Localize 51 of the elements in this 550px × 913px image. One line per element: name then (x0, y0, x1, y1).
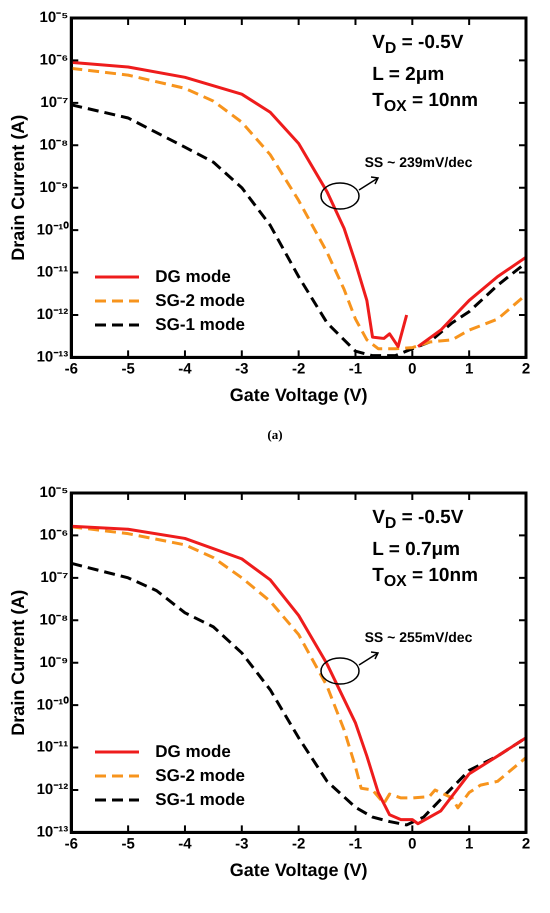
legend-label: SG-2 mode (155, 291, 246, 312)
y-tick-label: 10⁻⁷ (40, 94, 68, 111)
x-tick-label: -3 (235, 360, 248, 378)
annotation: T$_{OX}$ = 10nm (372, 88, 478, 117)
y-tick-label: 10⁻⁸ (40, 611, 68, 628)
annotation: L = 0.7μm (372, 538, 462, 562)
y-tick-label: 10⁻¹¹ (36, 738, 68, 756)
y-tick-label: 10⁻¹⁰ (36, 220, 70, 238)
y-tick-label: 10⁻⁵ (40, 484, 68, 502)
legend-label: SG-2 mode (155, 766, 246, 786)
annotation: L = 2μm (372, 62, 446, 87)
y-tick-label: 10⁻⁹ (39, 178, 68, 196)
x-tick-label: -5 (121, 836, 135, 853)
x-tick-label: -1 (348, 836, 362, 853)
y-tick-label: 10⁻⁹ (39, 654, 68, 671)
y-tick-label: 10⁻⁶ (40, 526, 68, 544)
y-tick-label: 10⁻⁵ (40, 9, 68, 26)
x-tick-label: 0 (408, 360, 416, 378)
x-tick-label: 0 (408, 836, 416, 853)
x-tick-label: -4 (178, 360, 192, 378)
x-tick-label: -4 (178, 836, 192, 853)
y-tick-label: 10⁻¹² (36, 781, 68, 798)
annotation: SS ~ 239mV/dec (364, 154, 472, 170)
x-tick-label: -2 (292, 836, 306, 853)
text: (a) (266, 426, 284, 444)
legend-label: DG mode (155, 742, 231, 762)
annotation: T$_{OX}$ = 10nm (372, 564, 478, 592)
x-tick-label: -2 (292, 360, 306, 378)
legend-label: SG-1 mode (155, 790, 246, 810)
y-axis-title: Drain Current (A) (8, 114, 28, 261)
y-axis-title: Drain Current (A) (8, 590, 28, 736)
x-tick-label: -3 (235, 836, 248, 853)
x-axis-title: Gate Voltage (V) (230, 385, 368, 406)
y-tick-label: 10⁻¹⁰ (36, 695, 70, 714)
y-tick-label: 10⁻⁷ (40, 568, 68, 586)
annotation: SS ~ 255mV/dec (364, 628, 472, 645)
x-tick-label: 2 (522, 836, 530, 853)
y-tick-label: 10⁻⁸ (40, 136, 68, 154)
annotation: V$_{D}$ = -0.5V (372, 506, 464, 534)
x-tick-label: -5 (121, 360, 135, 378)
x-tick-label: 2 (522, 360, 530, 378)
legend-label: DG mode (155, 267, 231, 288)
legend-label: SG-1 mode (155, 315, 246, 336)
x-tick-label: -1 (348, 360, 362, 378)
y-tick-label: 10⁻⁶ (40, 52, 68, 69)
y-tick-label: 10⁻¹¹ (36, 264, 68, 281)
y-tick-label: 10⁻¹² (36, 306, 68, 324)
x-tick-label: 1 (464, 360, 474, 378)
x-tick-label: 1 (464, 836, 474, 853)
annotation: V$_{D}$ = -0.5V (372, 31, 464, 59)
x-axis-title: Gate Voltage (V) (230, 860, 368, 880)
